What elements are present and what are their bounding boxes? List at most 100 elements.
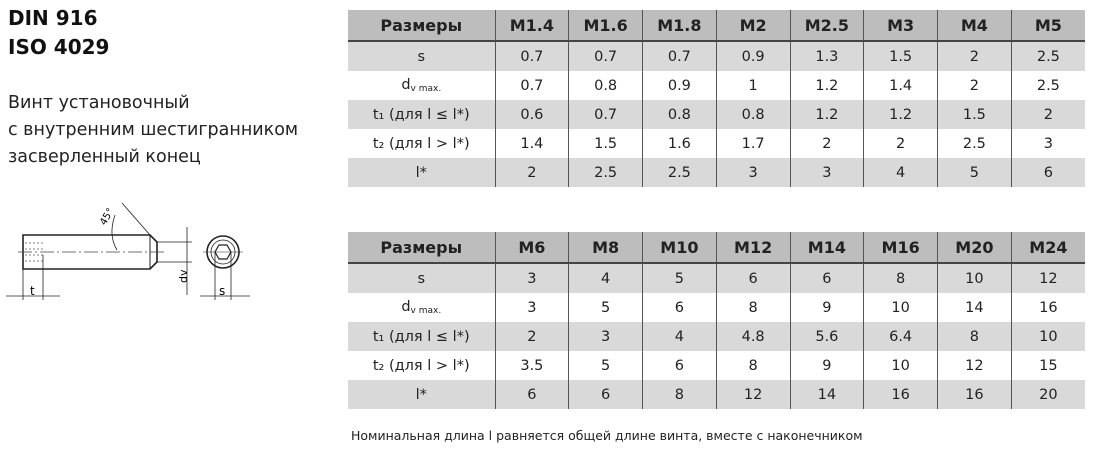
value-cell: 6 <box>1010 158 1085 187</box>
header-cell: M10 <box>642 232 717 264</box>
value-cell: 9 <box>789 293 864 322</box>
row-label-text: t₁ (для l ≤ l*) <box>372 106 470 123</box>
value-cell: 3 <box>715 158 790 187</box>
value-cell: 10 <box>863 351 938 380</box>
header-cell: M20 <box>937 232 1012 264</box>
row-label-subscript: v max. <box>410 84 442 94</box>
value-cell: 0.7 <box>642 41 717 71</box>
value-cell: 2.5 <box>1010 41 1085 71</box>
header-cell: M2.5 <box>789 10 864 42</box>
header-cell: M12 <box>715 232 790 264</box>
row-label-text: s <box>417 270 426 287</box>
value-cell: 1.6 <box>642 129 717 158</box>
value-cell: 1.7 <box>715 129 790 158</box>
value-cell: 1.5 <box>937 100 1012 129</box>
dimensions-table-large: Размеры M6 M8 M10 M12 M14 M16 M20 M24 s 3… <box>348 232 1085 409</box>
table-row: t₂ (для l > l*) 1.4 1.5 1.6 1.7 2 2 2.5 3 <box>348 129 1085 158</box>
value-cell: 5 <box>937 158 1012 187</box>
header-cell: M16 <box>863 232 938 264</box>
value-cell: 8 <box>937 322 1012 351</box>
value-cell: 5.6 <box>789 322 864 351</box>
value-cell: 5 <box>568 293 643 322</box>
standard-din: DIN 916 <box>8 6 98 30</box>
product-description: Винт установочный с внутренним шестигран… <box>8 90 298 171</box>
value-cell: 10 <box>1010 322 1085 351</box>
value-cell: 1.4 <box>863 71 938 100</box>
description-line: с внутренним шестигранником <box>8 120 299 140</box>
value-cell: 2.5 <box>642 158 717 187</box>
table-row: dv max. 0.7 0.8 0.9 1 1.2 1.4 2 2.5 <box>348 71 1085 100</box>
value-cell: 3 <box>494 293 569 322</box>
header-cell: M6 <box>494 232 569 264</box>
header-cell: M14 <box>789 232 864 264</box>
value-cell: 6 <box>568 380 643 409</box>
value-cell: 20 <box>1010 380 1085 409</box>
row-label-text: d <box>401 299 411 315</box>
value-cell: 4 <box>568 263 643 293</box>
row-label: l* <box>348 158 495 187</box>
value-cell: 12 <box>937 351 1012 380</box>
value-cell: 0.9 <box>642 71 717 100</box>
value-cell: 3.5 <box>494 351 569 380</box>
angle-label: 45° <box>98 206 116 227</box>
value-cell: 2.5 <box>568 158 643 187</box>
value-cell: 10 <box>937 263 1012 293</box>
value-cell: 0.7 <box>494 71 569 100</box>
set-screw-drawing: 45° dv t s <box>6 202 250 300</box>
value-cell: 10 <box>863 293 938 322</box>
value-cell: 0.8 <box>715 100 790 129</box>
dimensions-table-small: Размеры M1.4 M1.6 M1.8 M2 M2.5 M3 M4 M5 … <box>348 10 1085 187</box>
row-label-text: l* <box>415 386 427 403</box>
value-cell: 5 <box>642 263 717 293</box>
value-cell: 1.2 <box>789 71 864 100</box>
header-cell: Размеры <box>348 10 495 42</box>
value-cell: 2 <box>789 129 864 158</box>
table-row: t₁ (для l ≤ l*) 2 3 4 4.8 5.6 6.4 8 10 <box>348 322 1085 351</box>
row-label: l* <box>348 380 495 409</box>
value-cell: 2.5 <box>937 129 1012 158</box>
description-line: засверленный конец <box>8 147 201 167</box>
value-cell: 15 <box>1010 351 1085 380</box>
value-cell: 6 <box>642 293 717 322</box>
header-cell: Размеры <box>348 232 495 264</box>
value-cell: 8 <box>715 351 790 380</box>
row-label-text: t₁ (для l ≤ l*) <box>372 328 470 345</box>
table-row: l* 2 2.5 2.5 3 3 4 5 6 <box>348 158 1085 187</box>
table-row: s 3 4 5 6 6 8 10 12 <box>348 263 1085 293</box>
description-line: Винт установочный <box>8 93 190 113</box>
value-cell: 3 <box>494 263 569 293</box>
header-row: Размеры M1.4 M1.6 M1.8 M2 M2.5 M3 M4 M5 <box>348 10 1085 42</box>
value-cell: 1.4 <box>494 129 569 158</box>
row-label-text: t₂ (для l > l*) <box>372 135 470 152</box>
value-cell: 1 <box>715 71 790 100</box>
value-cell: 4 <box>863 158 938 187</box>
table-row: l* 6 6 8 12 14 16 16 20 <box>348 380 1085 409</box>
header-cell: M1.6 <box>568 10 643 42</box>
s-label: s <box>219 284 225 298</box>
header-cell: M24 <box>1010 232 1085 264</box>
row-label: t₂ (для l > l*) <box>348 129 495 158</box>
value-cell: 16 <box>1010 293 1085 322</box>
value-cell: 6 <box>789 263 864 293</box>
row-label-text: s <box>417 48 426 65</box>
value-cell: 14 <box>937 293 1012 322</box>
header-cell: M8 <box>568 232 643 264</box>
header-cell: M1.8 <box>642 10 717 42</box>
value-cell: 2 <box>863 129 938 158</box>
header-cell: M5 <box>1010 10 1085 42</box>
footnote: Номинальная длина l равняется общей длин… <box>351 428 863 443</box>
value-cell: 12 <box>1010 263 1085 293</box>
row-label-text: t₂ (для l > l*) <box>372 357 470 374</box>
value-cell: 8 <box>863 263 938 293</box>
value-cell: 0.8 <box>568 71 643 100</box>
value-cell: 1.3 <box>789 41 864 71</box>
table-row: t₂ (для l > l*) 3.5 5 6 8 9 10 12 15 <box>348 351 1085 380</box>
value-cell: 0.7 <box>568 100 643 129</box>
value-cell: 0.6 <box>494 100 569 129</box>
value-cell: 3 <box>568 322 643 351</box>
value-cell: 2.5 <box>1010 71 1085 100</box>
value-cell: 2 <box>494 322 569 351</box>
value-cell: 4.8 <box>715 322 790 351</box>
row-label: t₁ (для l ≤ l*) <box>348 100 495 129</box>
value-cell: 2 <box>937 41 1012 71</box>
